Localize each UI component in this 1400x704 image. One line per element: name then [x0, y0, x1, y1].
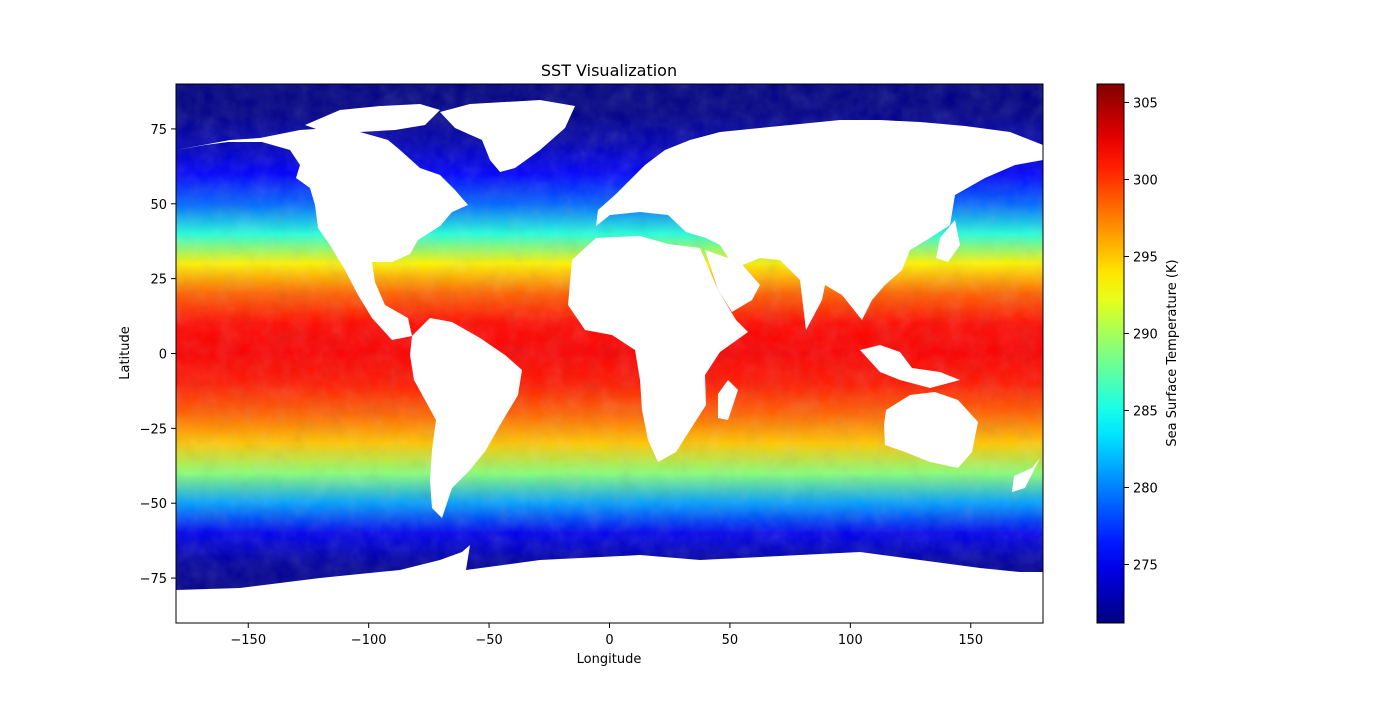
colorbar: 275 280 285 290 295 300 305 Sea Surface Temper…: [1096, 83, 1180, 624]
colorbar-tick-label: 285: [1133, 404, 1158, 419]
land-arabia: [705, 250, 760, 312]
x-axis: −150 −100 −50 0 50 100 150: [230, 623, 983, 648]
land-se-asia-islands: [860, 345, 960, 388]
y-tick-label: 75: [150, 123, 167, 138]
land-japan: [936, 220, 960, 262]
colorbar-ticks: 275 280 285 290 295 300 305: [1124, 96, 1158, 573]
colorbar-label: Sea Surface Temperature (K): [1165, 259, 1180, 446]
land-north-america: [176, 128, 468, 340]
x-tick-label: −150: [230, 633, 266, 648]
x-tick-label: −50: [475, 633, 502, 648]
land-australia: [884, 392, 978, 468]
x-tick-label: −100: [351, 633, 387, 648]
colorbar-gradient: [1097, 84, 1124, 623]
y-tick-label: 50: [150, 198, 167, 213]
y-tick-label: −25: [140, 422, 167, 437]
land-mask: [176, 100, 1043, 623]
x-axis-label: Longitude: [577, 652, 642, 667]
y-tick-label: −50: [140, 497, 167, 512]
colorbar-tick-label: 300: [1133, 173, 1158, 188]
land-greenland: [440, 100, 575, 172]
colorbar-tick-label: 290: [1133, 327, 1158, 342]
land-antarctica: [176, 545, 1043, 623]
land-south-america: [410, 318, 522, 518]
y-tick-label: 0: [159, 348, 167, 363]
colorbar-tick-label: 275: [1133, 558, 1158, 573]
x-tick-label: 0: [605, 633, 613, 648]
land-arctic-islands: [305, 104, 440, 134]
colorbar-tick-label: 295: [1133, 250, 1158, 265]
y-axis: 75 50 25 0 −25 −50 −75: [140, 123, 176, 587]
land-madagascar: [718, 380, 738, 420]
colorbar-frame: [1096, 83, 1125, 624]
colorbar-tick-label: 305: [1133, 96, 1158, 111]
plot-area: [176, 84, 1043, 623]
x-tick-label: 150: [958, 633, 983, 648]
land-new-zealand: [1012, 458, 1040, 492]
land-africa: [568, 236, 748, 462]
chart-title: SST Visualization: [541, 61, 677, 80]
y-tick-label: −75: [140, 572, 167, 587]
x-tick-label: 100: [838, 633, 863, 648]
y-tick-label: 25: [150, 273, 167, 288]
y-axis-label: Latitude: [118, 326, 133, 380]
land-eurasia: [596, 120, 1043, 330]
colorbar-tick-label: 280: [1133, 481, 1158, 496]
x-tick-label: 50: [722, 633, 739, 648]
